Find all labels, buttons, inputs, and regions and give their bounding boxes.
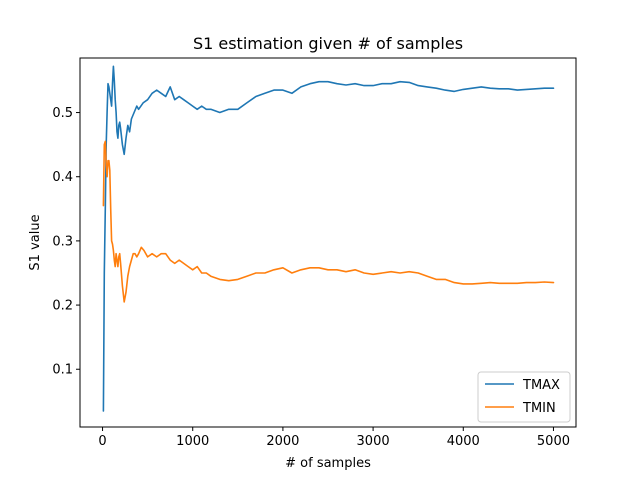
series-line-tmin bbox=[102, 140, 555, 303]
y-tick-label: 0.2 bbox=[52, 299, 73, 314]
y-axis-label: S1 value bbox=[28, 214, 43, 270]
y-tick-label: 0.3 bbox=[52, 234, 73, 249]
x-tick-label: 5000 bbox=[537, 434, 570, 449]
plot-frame bbox=[79, 57, 577, 428]
x-axis-label: # of samples bbox=[285, 456, 371, 471]
legend-label-tmin: TMIN bbox=[522, 401, 556, 416]
x-tick-label: 0 bbox=[98, 434, 106, 449]
x-tick-label: 2000 bbox=[266, 434, 299, 449]
y-tick-label: 0.5 bbox=[52, 106, 73, 121]
x-axis: 0 1000 2000 3000 4000 5000 bbox=[98, 427, 570, 449]
y-tick-label: 0.1 bbox=[52, 363, 73, 378]
y-tick-label: 0.4 bbox=[52, 170, 73, 185]
series-layer bbox=[102, 65, 555, 412]
chart-title: S1 estimation given # of samples bbox=[193, 34, 463, 53]
legend-label-tmax: TMAX bbox=[522, 378, 560, 393]
y-axis: 0.1 0.2 0.3 0.4 0.5 bbox=[52, 106, 80, 378]
x-tick-label: 3000 bbox=[357, 434, 390, 449]
series-line-tmax bbox=[102, 65, 555, 412]
x-tick-label: 1000 bbox=[176, 434, 209, 449]
x-tick-label: 4000 bbox=[447, 434, 480, 449]
legend: TMAX TMIN bbox=[477, 371, 571, 423]
